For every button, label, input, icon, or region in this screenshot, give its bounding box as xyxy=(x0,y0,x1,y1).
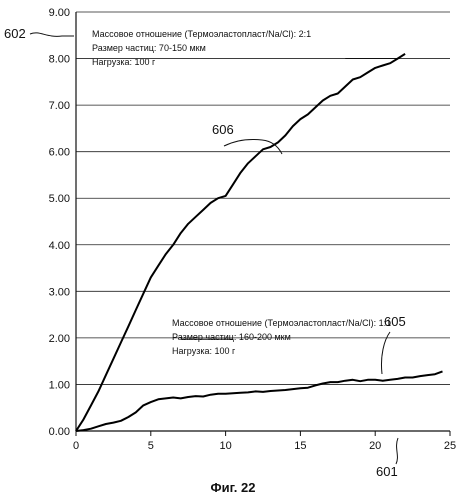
annotation-lower: Массовое отношение (Термоэластопласт/Na/… xyxy=(172,318,391,356)
y-tick-label: 0.00 xyxy=(49,426,70,438)
series-lines xyxy=(76,54,443,431)
x-tick-label: 25 xyxy=(444,440,456,452)
annotation-lower-line-1: Массовое отношение (Термоэластопласт/Na/… xyxy=(172,318,391,328)
y-tick-label: 8.00 xyxy=(49,54,70,66)
y-tick-labels: 0.00 1.00 2.00 3.00 4.00 5.00 6.00 7.00 8.00 9.00 xyxy=(49,7,70,438)
x-tick-label: 5 xyxy=(148,440,154,452)
leader-601 xyxy=(396,438,398,464)
x-tick-label: 15 xyxy=(294,440,306,452)
y-tick-label: 2.00 xyxy=(49,333,70,345)
y-tick-label: 9.00 xyxy=(49,7,70,19)
y-tick-label: 3.00 xyxy=(49,286,70,298)
ref-606: 606 xyxy=(212,122,234,137)
y-tick-label: 1.00 xyxy=(49,379,70,391)
x-tick-label: 0 xyxy=(73,440,79,452)
figure-caption: Фиг. 22 xyxy=(211,480,256,495)
ref-602: 602 xyxy=(4,26,26,41)
ref-605: 605 xyxy=(384,314,406,329)
y-tick-label: 7.00 xyxy=(49,100,70,112)
leader-602 xyxy=(30,33,74,36)
y-tick-label: 5.00 xyxy=(49,193,70,205)
y-tick-label: 4.00 xyxy=(49,240,70,252)
annotation-upper-line-3: Нагрузка: 100 г xyxy=(92,57,156,67)
annotation-lower-line-3: Нагрузка: 100 г xyxy=(172,346,236,356)
annotation-upper: Массовое отношение (Термоэластопласт/Na/… xyxy=(92,29,311,67)
leader-605 xyxy=(381,332,390,374)
x-tick-label: 10 xyxy=(219,440,231,452)
reference-numerals: 602 606 605 601 xyxy=(4,26,406,479)
x-tick-labels: 0 5 10 15 20 25 xyxy=(73,440,456,452)
annotation-upper-line-1: Массовое отношение (Термоэластопласт/Na/… xyxy=(92,29,311,39)
axes xyxy=(76,12,450,436)
series-line-1 xyxy=(76,54,405,431)
y-tick-label: 6.00 xyxy=(49,147,70,159)
ref-601: 601 xyxy=(376,464,398,479)
x-tick-label: 20 xyxy=(369,440,381,452)
annotation-upper-line-2: Размер частиц: 70-150 мкм xyxy=(92,43,206,53)
annotation-lower-line-2: Размер частиц: 160-200 мкм xyxy=(172,332,291,342)
series-line-2 xyxy=(76,371,443,431)
